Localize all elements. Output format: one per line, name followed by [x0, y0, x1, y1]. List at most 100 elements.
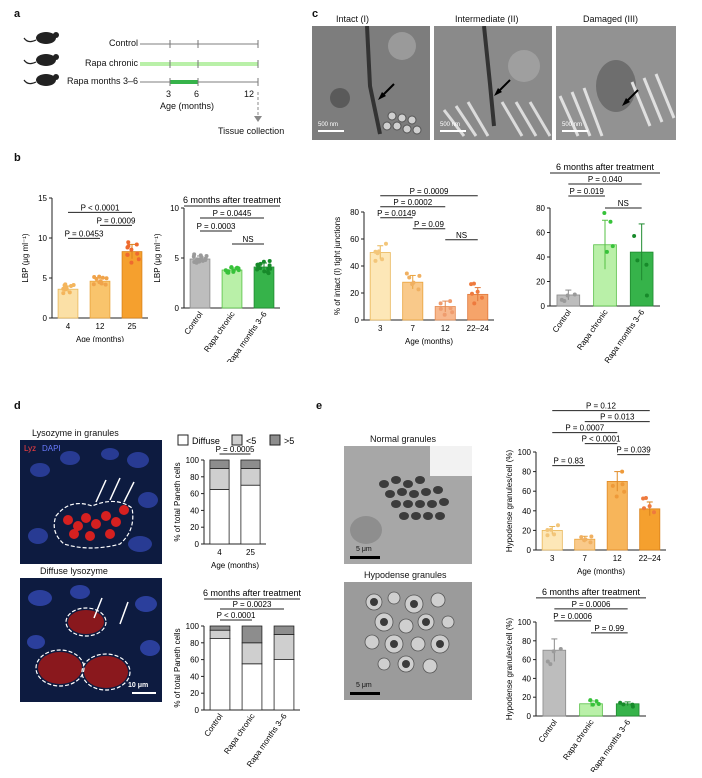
data-point [604, 249, 609, 254]
y-tick-label: 0 [195, 706, 200, 715]
y-tick-label: 5 [43, 274, 48, 283]
y-tick-label: 100 [518, 618, 532, 627]
chart-hypodense-treatment: 0 20 40 60 80 100 Hypodense granules/cell (%) C… [505, 587, 646, 772]
bar [221, 269, 243, 309]
stacked-legend: Diffuse <5 >5 [177, 434, 294, 446]
x-axis-label: Age (months) [211, 561, 259, 570]
p-value-label: P = 0.0453 [65, 229, 104, 238]
data-point [620, 482, 625, 487]
y-tick-label: 60 [190, 490, 199, 499]
data-point [545, 533, 550, 538]
mouse-icon [23, 74, 59, 86]
data-point [647, 504, 652, 509]
data-point [375, 251, 380, 256]
p-value-label: NS [242, 235, 253, 244]
data-point [91, 282, 96, 287]
data-point [100, 275, 105, 280]
y-tick-label: 80 [190, 473, 199, 482]
chart-title: 6 months after treatment [183, 195, 282, 205]
data-point [442, 312, 447, 317]
data-point [632, 234, 637, 239]
data-point [594, 699, 599, 704]
data-point [545, 659, 550, 664]
hypodense-granules-micrograph: 5 μm [344, 582, 472, 700]
legend-swatch-diffuse [177, 434, 189, 446]
stacked-bar-segment [209, 629, 231, 640]
y-tick-label: 40 [522, 674, 531, 683]
x-axis-label: Age (months) [577, 567, 625, 576]
data-point [558, 647, 563, 652]
scale-bar-label: 500 nm [440, 122, 461, 128]
panel-c-label: c [312, 8, 319, 20]
data-point [551, 649, 556, 654]
bar [89, 280, 111, 319]
micro-title-intermediate: Intermediate (II) [455, 14, 519, 24]
panel-b-label: b [14, 152, 21, 164]
y-tick-label: 0 [527, 712, 532, 721]
data-point [129, 260, 134, 265]
data-point [644, 262, 649, 267]
panel-d-label: d [14, 400, 21, 412]
data-point [223, 268, 228, 273]
stacked-bar-segment [209, 638, 231, 711]
data-point [203, 257, 208, 262]
tissue-collection-label: Tissue collection [218, 126, 285, 136]
scale-bar-label: 5 μm [356, 546, 372, 553]
x-tick-label: 22–24 [639, 554, 662, 563]
data-point [265, 269, 270, 274]
y-tick-label: 40 [522, 507, 531, 516]
data-point [63, 284, 68, 289]
data-point [614, 494, 619, 499]
mouse-icon [23, 32, 59, 44]
y-axis-label: % of intact (I) tight junctions [333, 217, 342, 315]
panel-a-timeline [23, 32, 262, 122]
data-point [126, 240, 131, 245]
data-point [262, 269, 267, 274]
p-value-label: P = 0.99 [594, 624, 624, 633]
data-point [621, 702, 626, 707]
data-point [562, 299, 567, 304]
data-point [268, 266, 273, 271]
data-point [67, 290, 72, 295]
data-point [416, 287, 421, 292]
x-tick-label: 7 [583, 554, 588, 563]
y-tick-label: 20 [190, 689, 199, 698]
stacked-bar-segment [241, 625, 263, 644]
data-point [404, 271, 409, 276]
stain-label-lyz: Lyz [24, 444, 37, 453]
data-point [135, 251, 140, 256]
data-point [469, 282, 474, 287]
chart-tight-junction-age: 0 20 40 60 80 % of intact (I) tight junctions… [333, 187, 494, 346]
data-point [373, 258, 378, 263]
y-tick-label: 80 [190, 639, 199, 648]
scale-bar-label: 500 nm [318, 122, 339, 128]
timeline-tick-3: 3 [166, 89, 172, 99]
data-point [572, 292, 577, 297]
group-label-rapa-chronic: Rapa chronic [84, 58, 138, 68]
data-point [448, 299, 453, 304]
image-title-hypodense-granules: Hypodense granules [364, 570, 447, 580]
stacked-bar-segment [240, 484, 261, 545]
bar [369, 252, 391, 321]
x-tick-label: 22–24 [467, 324, 490, 333]
p-value-label: P = 0.0009 [97, 216, 136, 225]
y-tick-label: 100 [518, 448, 532, 457]
image-title-diffuse-lysozyme: Diffuse lysozyme [40, 566, 108, 576]
y-tick-label: 40 [190, 672, 199, 681]
data-point [417, 273, 422, 278]
legend-label-diffuse: Diffuse [192, 436, 220, 446]
bar [189, 258, 211, 309]
stacked-bar-segment [241, 663, 263, 711]
p-value-label: P = 0.0006 [553, 612, 592, 621]
data-point [380, 257, 385, 262]
data-point [61, 291, 66, 296]
y-tick-label: 0 [43, 314, 48, 323]
p-value-label: NS [618, 199, 629, 208]
data-point [136, 257, 141, 262]
data-point [644, 293, 649, 298]
data-point [134, 242, 139, 247]
p-value-label: P = 0.019 [570, 187, 605, 196]
bar [57, 288, 79, 319]
chart-title: 6 months after treatment [556, 162, 655, 172]
y-tick-label: 60 [522, 656, 531, 665]
